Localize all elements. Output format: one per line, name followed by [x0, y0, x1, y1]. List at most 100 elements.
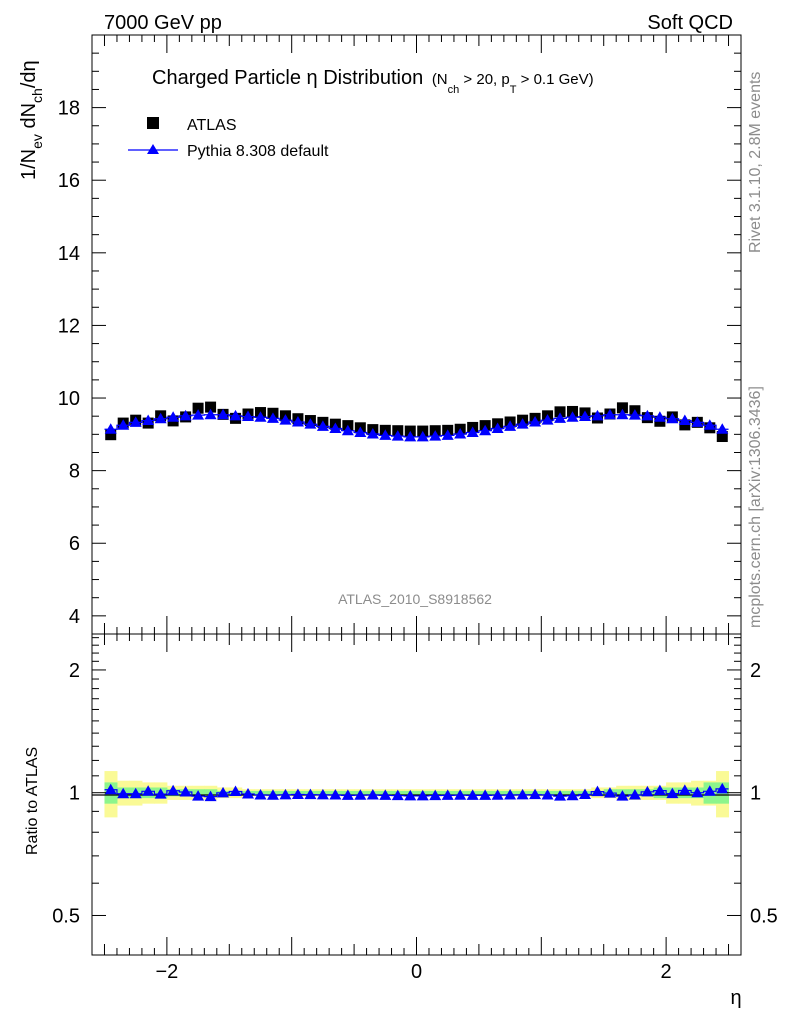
pythia-point	[504, 420, 517, 431]
ratio-pythia-point	[641, 785, 654, 797]
ratio-pythia-point	[554, 790, 567, 801]
ratio-y-label: Ratio to ATLAS	[24, 747, 41, 855]
main-x-ticks	[103, 35, 730, 634]
pythia-point	[404, 430, 417, 442]
main-y-tick-label: 18	[58, 98, 80, 120]
pythia-point	[454, 427, 467, 439]
ratio-pythia-point	[429, 789, 442, 801]
ratio-pythia-point	[691, 786, 704, 798]
ratio-y-tick-label-right: 1	[750, 783, 761, 805]
ratio-pythia-point	[316, 788, 329, 800]
pythia-point	[491, 422, 504, 434]
ratio-pythia-point	[266, 789, 279, 800]
title-qualifier-sub2: T	[510, 84, 517, 96]
atlas-point	[192, 402, 204, 414]
pythia-point	[466, 426, 479, 438]
legend-pythia-marker	[147, 144, 159, 154]
pythia-point	[479, 424, 492, 436]
ratio-pythia-point	[616, 790, 629, 801]
ratio-pythia-point	[117, 787, 130, 799]
pythia-point	[217, 408, 230, 420]
main-y-tick-label: 12	[58, 315, 80, 337]
ratio-y-tick-label-left: 0.5	[52, 905, 80, 927]
ratio-pythia-point	[179, 786, 192, 797]
main-y-tick-label: 6	[69, 533, 80, 555]
pythia-point	[142, 414, 155, 426]
mcplots-credit: mcplots.cern.ch [arXiv:1306.3436]	[747, 386, 764, 628]
main-y-tick-label: 16	[58, 170, 80, 192]
ratio-pythia-point	[653, 784, 666, 796]
pythia-point	[603, 408, 616, 420]
pythia-point	[716, 423, 729, 434]
legend-atlas-marker	[147, 117, 159, 129]
pythia-point	[554, 412, 567, 423]
ratio-pythia-point	[703, 785, 716, 796]
pythia-point	[304, 418, 317, 429]
header-category: Soft QCD	[647, 12, 733, 34]
pythia-point	[429, 430, 442, 441]
pythia-point	[242, 410, 255, 422]
pythia-point	[441, 429, 454, 440]
atlas-point	[716, 431, 728, 443]
ratio-pythia-point	[229, 785, 242, 796]
ratio-pythia-point	[404, 789, 417, 801]
x-tick-label: 2	[661, 961, 672, 983]
pythia-point	[391, 430, 404, 441]
pythia-point	[104, 423, 117, 434]
pythia-point	[703, 419, 716, 430]
ratio-y-ticks: 0.5 0.5 1 1 2 2	[52, 637, 778, 927]
main-marks	[104, 401, 729, 443]
ratio-pythia-point	[491, 789, 504, 800]
ratio-pythia-point	[591, 785, 604, 797]
ratio-y-tick-label-right: 2	[750, 660, 761, 682]
pythia-point	[167, 411, 180, 422]
ratio-pythia-point	[204, 790, 217, 802]
pythia-point	[653, 411, 666, 422]
ratio-pythia-point	[167, 784, 180, 796]
pythia-point	[279, 414, 292, 425]
main-y-ticks: 4 6 8 10 12 14 16 18	[58, 52, 741, 628]
ratio-pythia-point	[304, 788, 317, 800]
pythia-point	[641, 409, 654, 421]
ratio-y-tick-label-left: 2	[69, 660, 80, 682]
pythia-point	[329, 422, 342, 434]
pythia-point	[192, 409, 205, 420]
pythia-point	[379, 429, 392, 440]
pythia-point	[541, 414, 554, 425]
chart-title: Charged Particle η Distribution (Nch > 2…	[152, 67, 594, 96]
atlas-point	[554, 406, 566, 418]
pythia-point	[129, 416, 142, 427]
x-tick-label: −2	[155, 961, 178, 983]
ratio-pythia-point	[242, 787, 255, 799]
pythia-point	[578, 410, 591, 422]
ratio-pythia-point	[142, 785, 155, 796]
ratio-pythia-point	[354, 789, 367, 800]
ratio-pythia-point	[578, 788, 591, 799]
ratio-pythia-point	[329, 789, 342, 800]
main-y-tick-label: 4	[69, 606, 80, 628]
atlas-point	[616, 402, 628, 414]
ratio-pythia-point	[504, 789, 517, 800]
ratio-pythia-point	[366, 789, 379, 800]
pythia-line	[104, 414, 729, 438]
pythia-point	[591, 409, 604, 421]
pythia-point	[204, 408, 217, 420]
ratio-pythia-point	[217, 786, 230, 798]
pythia-point	[666, 412, 679, 424]
ratio-pythia-point	[391, 789, 404, 801]
ratio-pythia-point	[566, 789, 579, 801]
ratio-pythia-point	[516, 788, 529, 800]
ratio-pythia-point	[479, 789, 492, 800]
pythia-point	[254, 411, 267, 422]
ratio-pythia-point	[466, 789, 479, 800]
ratio-pythia-point	[129, 787, 142, 799]
ratio-pythia-point	[454, 789, 467, 800]
chart-title-main: Charged Particle η Distribution	[152, 67, 423, 89]
pythia-point	[117, 419, 130, 430]
pythia-point	[566, 411, 579, 422]
rivet-info: Rivet 3.1.10, 2.8M events	[747, 72, 764, 253]
pythia-point	[291, 415, 304, 427]
ylabel-sub-ev: ev	[29, 134, 45, 149]
header-energy: 7000 GeV pp	[104, 12, 222, 34]
